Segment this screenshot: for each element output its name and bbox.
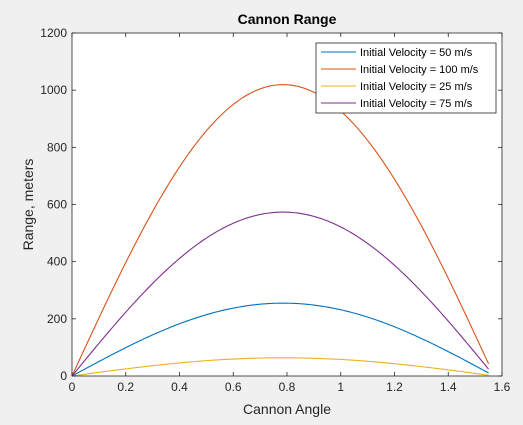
- x-tick-label: 1.4: [440, 380, 457, 394]
- y-axis-label: Range, meters: [20, 159, 36, 251]
- x-tick-label: 1.6: [494, 380, 511, 394]
- y-tick-label: 1000: [40, 83, 67, 97]
- x-tick-label: 1.2: [386, 380, 403, 394]
- x-tick-label: 0.6: [225, 380, 242, 394]
- y-tick-label: 0: [60, 369, 67, 383]
- y-tick-label: 600: [47, 198, 67, 212]
- series-line-3: [71, 211, 489, 377]
- series-line-2: [71, 357, 489, 377]
- series-lines: [71, 84, 490, 377]
- x-tick-label: 0.2: [117, 380, 134, 394]
- x-axis-label: Cannon Angle: [243, 401, 331, 417]
- legend-entry-3: Initial Velocity = 75 m/s: [360, 98, 473, 110]
- series-line-0: [71, 302, 489, 377]
- x-tick-label: 0.8: [279, 380, 296, 394]
- legend-entry-1: Initial Velocity = 100 m/s: [360, 64, 479, 76]
- legend-entry-2: Initial Velocity = 25 m/s: [360, 81, 473, 93]
- x-tick-label: 0.4: [171, 380, 188, 394]
- y-tick-label: 400: [47, 255, 67, 269]
- y-tick-label: 200: [47, 312, 67, 326]
- y-tick-label: 1200: [40, 26, 67, 40]
- axis-ticks: 0 0.2 0.4 0.6 0.8 1 1.2 1.4 1.6 0 200 400 600 800 1000…: [40, 26, 510, 394]
- legend-box: [315, 42, 497, 114]
- y-tick-label: 800: [47, 140, 67, 154]
- x-tick-label: 0: [69, 380, 76, 394]
- x-tick-label: 1: [337, 380, 344, 394]
- legend[interactable]: Initial Velocity = 50 m/s Initial Velocit…: [315, 42, 497, 114]
- legend-entry-0: Initial Velocity = 50 m/s: [360, 47, 473, 59]
- series-line-1: [71, 84, 490, 377]
- chart-title: Cannon Range: [238, 11, 337, 27]
